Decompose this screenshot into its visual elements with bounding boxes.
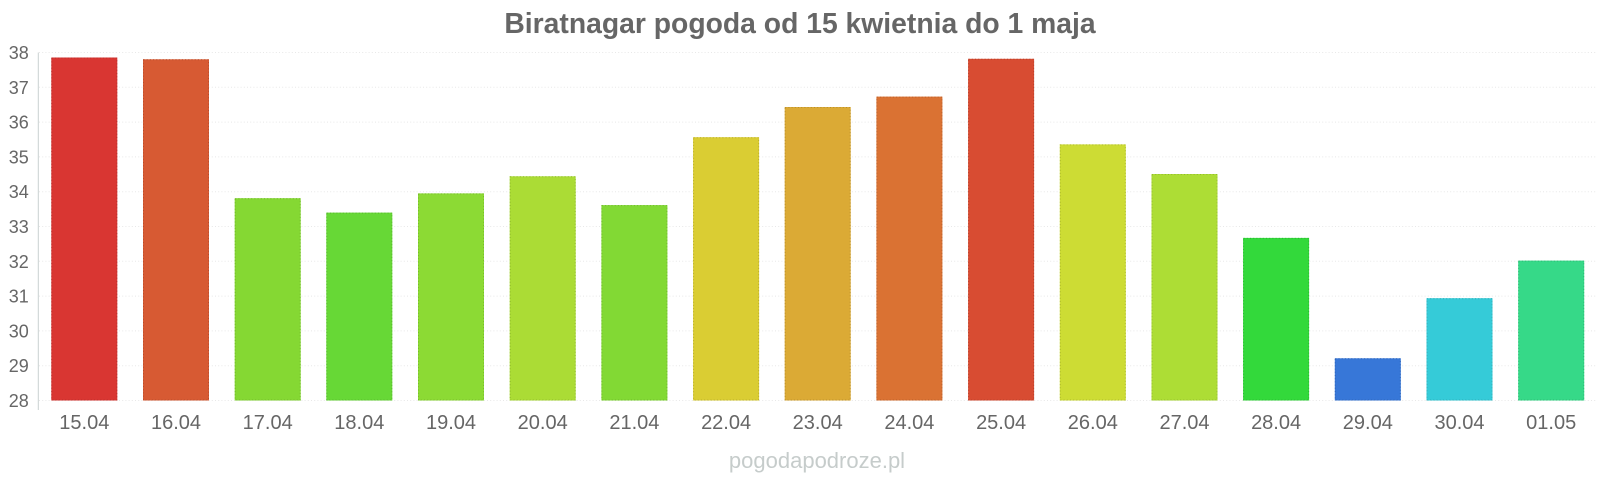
svg-text:33: 33 [9,217,29,237]
svg-text:37: 37 [9,78,29,98]
svg-text:22.04: 22.04 [701,412,751,434]
svg-text:21.04: 21.04 [609,412,659,434]
svg-text:36: 36 [9,113,29,133]
svg-text:30.04: 30.04 [1434,412,1484,434]
svg-text:Biratnagar pogoda od 15 kwietn: Biratnagar pogoda od 15 kwietnia do 1 ma… [504,7,1095,39]
svg-text:35: 35 [9,147,29,167]
svg-text:29.04: 29.04 [1343,412,1393,434]
svg-text:18.04: 18.04 [334,412,384,434]
svg-text:20.04: 20.04 [518,412,568,434]
svg-text:16.04: 16.04 [151,412,201,434]
svg-text:15.04: 15.04 [59,412,109,434]
svg-text:24.04: 24.04 [884,412,934,434]
svg-text:26.04: 26.04 [1068,412,1118,434]
svg-text:30: 30 [9,321,29,341]
svg-text:28.04: 28.04 [1251,412,1301,434]
svg-text:31: 31 [9,287,29,307]
svg-text:27.04: 27.04 [1159,412,1209,434]
svg-text:32: 32 [9,252,29,272]
svg-text:19.04: 19.04 [426,412,476,434]
svg-text:38: 38 [9,43,29,63]
svg-text:01.05: 01.05 [1526,412,1576,434]
svg-text:pogodapodroze.pl: pogodapodroze.pl [729,448,905,473]
svg-text:17.04: 17.04 [243,412,293,434]
svg-text:34: 34 [9,182,29,202]
svg-text:28: 28 [9,391,29,411]
svg-text:23.04: 23.04 [793,412,843,434]
svg-text:25.04: 25.04 [976,412,1026,434]
svg-text:29: 29 [9,356,29,376]
